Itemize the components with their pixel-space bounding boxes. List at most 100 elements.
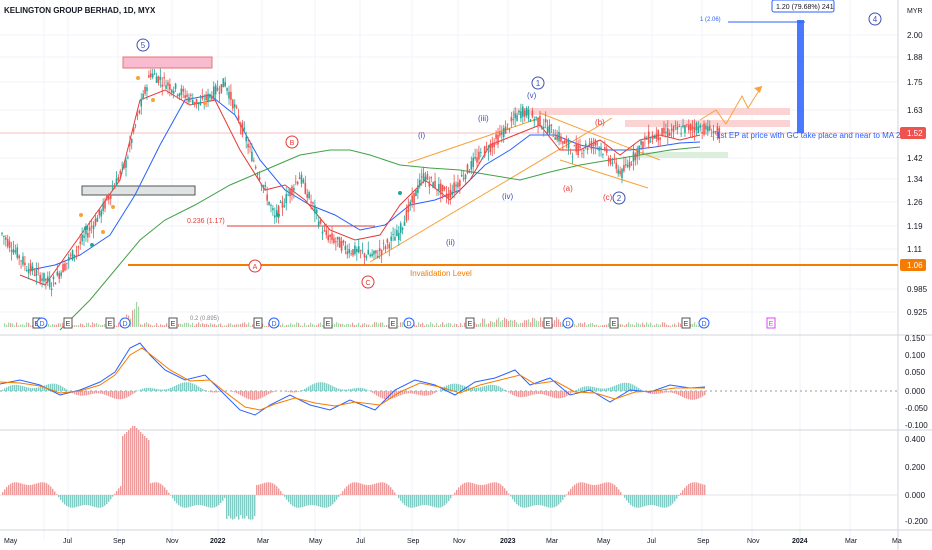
volume-bar bbox=[78, 325, 79, 327]
candle-body bbox=[331, 233, 333, 240]
momentum-bar bbox=[128, 430, 129, 495]
momentum-bar bbox=[438, 495, 439, 508]
candle-body bbox=[121, 165, 123, 166]
macd-hist-bar bbox=[118, 391, 119, 399]
volume-bar bbox=[530, 322, 531, 327]
candle-body bbox=[587, 148, 589, 150]
candle-body bbox=[633, 152, 635, 162]
earnings-marker-text: E bbox=[108, 321, 113, 328]
momentum-bar bbox=[80, 495, 81, 506]
volume-bar bbox=[190, 325, 191, 327]
macd-hist-bar bbox=[88, 391, 89, 395]
momentum-bar bbox=[90, 495, 91, 506]
volume-bar bbox=[320, 323, 321, 327]
resistance-zone[interactable] bbox=[513, 108, 790, 115]
macd-hist-bar bbox=[458, 384, 459, 391]
macd-hist-bar bbox=[492, 385, 493, 391]
macd-hist-bar bbox=[330, 385, 331, 391]
candle-body bbox=[209, 94, 211, 98]
candle-body bbox=[53, 277, 55, 280]
candle-body bbox=[257, 174, 259, 175]
candle-body bbox=[450, 190, 452, 198]
candle-body bbox=[692, 127, 694, 130]
candle-body bbox=[186, 95, 188, 97]
volume-bar bbox=[266, 326, 267, 327]
signal-dots[interactable] bbox=[79, 76, 402, 247]
momentum-bar bbox=[78, 495, 79, 506]
momentum-bar bbox=[8, 485, 9, 495]
volume-bar bbox=[516, 322, 517, 327]
time-axis[interactable]: May Jul Sep Nov 2022 Mar May Jul Sep Nov… bbox=[4, 538, 902, 545]
momentum-bar bbox=[218, 495, 219, 505]
earnings-marker-text: E bbox=[612, 321, 617, 328]
momentum-bar bbox=[276, 486, 277, 495]
volume-bar bbox=[280, 325, 281, 327]
momentum-bar bbox=[64, 495, 65, 504]
candle-body bbox=[222, 78, 224, 87]
momentum-bar bbox=[354, 482, 355, 495]
candle-body bbox=[516, 115, 518, 121]
candle-body bbox=[419, 180, 421, 187]
volume-bar bbox=[102, 325, 103, 327]
chart-title: KELINGTON GROUP BERHAD, 1D, MYX bbox=[4, 6, 156, 15]
momentum-bar bbox=[324, 495, 325, 508]
candle-body bbox=[661, 128, 663, 136]
macd-hist-bar bbox=[218, 391, 219, 392]
price-axis[interactable]: 2.00 1.88 1.75 1.63 1.42 1.34 1.26 1.19 … bbox=[900, 31, 928, 317]
macd-line[interactable] bbox=[0, 343, 705, 415]
volume-bar bbox=[574, 324, 575, 327]
candle-body bbox=[51, 288, 53, 290]
volume-bar bbox=[188, 323, 189, 327]
momentum-bar bbox=[490, 483, 491, 495]
volume-bar bbox=[608, 323, 609, 327]
macd-hist-bar bbox=[692, 391, 693, 400]
macd-tick: 0.100 bbox=[905, 351, 926, 360]
momentum-bar bbox=[690, 483, 691, 495]
candle-body bbox=[232, 100, 234, 109]
candle-body bbox=[520, 111, 522, 118]
momentum-bar bbox=[100, 495, 101, 508]
macd-hist-bar bbox=[252, 391, 253, 400]
hist-axis[interactable]: 0.400 0.200 0.000 -0.200 bbox=[905, 435, 928, 526]
momentum-bar bbox=[306, 495, 307, 506]
candle-body bbox=[57, 272, 59, 276]
volume-bar bbox=[444, 325, 445, 327]
time-tick: 2024 bbox=[792, 538, 808, 545]
macd-tick: 0.150 bbox=[905, 334, 926, 343]
projection-path[interactable] bbox=[700, 86, 762, 124]
momentum-bar bbox=[552, 495, 553, 508]
candlestick-series[interactable] bbox=[1, 69, 720, 297]
subwave-v: (v) bbox=[527, 91, 537, 100]
dividend-marker-text: D bbox=[39, 321, 44, 328]
candle-body bbox=[47, 277, 49, 282]
wave5-zone[interactable] bbox=[123, 57, 212, 68]
macd-hist-bar bbox=[158, 389, 159, 391]
momentum-bar bbox=[302, 495, 303, 507]
macd-hist-bar bbox=[204, 390, 205, 391]
candle-body bbox=[480, 152, 482, 153]
volume-bar bbox=[416, 326, 417, 327]
candle-body bbox=[495, 134, 497, 138]
macd-hist-bar bbox=[504, 390, 505, 391]
measure-bar[interactable] bbox=[797, 20, 804, 133]
momentum-bar bbox=[240, 495, 241, 515]
macd-axis[interactable]: 0.150 0.100 0.050 0.000 -0.050 -0.100 bbox=[905, 334, 928, 430]
momentum-bar bbox=[546, 495, 547, 507]
candle-body bbox=[442, 185, 444, 191]
momentum-bar bbox=[556, 495, 557, 506]
volume-bar bbox=[342, 324, 343, 327]
candle-body bbox=[409, 202, 411, 206]
candle-body bbox=[703, 124, 705, 135]
macd-hist-bar bbox=[284, 391, 285, 392]
macd-hist-bar bbox=[178, 384, 179, 391]
candle-body bbox=[211, 96, 213, 100]
macd-hist-bar bbox=[148, 388, 149, 391]
momentum-bar bbox=[400, 495, 401, 501]
momentum-bar bbox=[14, 482, 15, 495]
momentum-bar bbox=[538, 495, 539, 505]
volume-bar bbox=[228, 324, 229, 327]
macd-hist-bar bbox=[288, 391, 289, 392]
candle-body bbox=[1, 233, 3, 234]
candle-body bbox=[701, 132, 703, 134]
